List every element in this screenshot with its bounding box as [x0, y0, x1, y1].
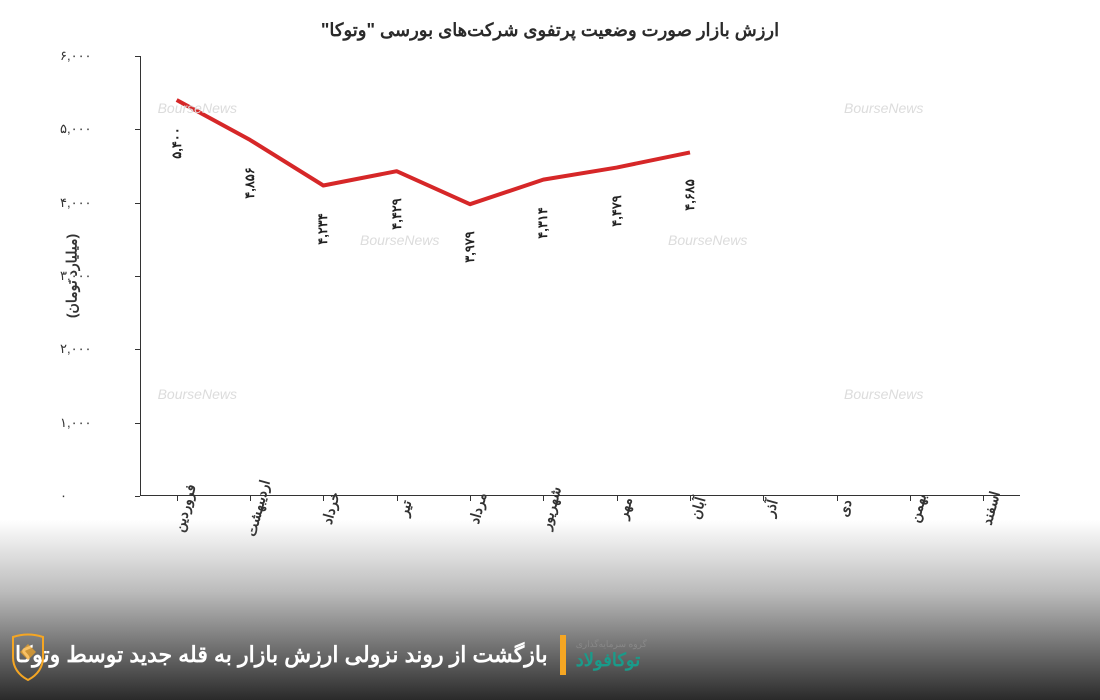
logo-top-text: گروه سرمایه‌گذاری [576, 639, 647, 650]
y-tick-label: ۶,۰۰۰ [60, 48, 130, 64]
y-axis: ۰۱,۰۰۰۲,۰۰۰۳,۰۰۰۴,۰۰۰۵,۰۰۰۶,۰۰۰ [60, 56, 135, 496]
data-point-label: ۴,۸۵۶ [242, 167, 258, 199]
y-tick-mark [135, 423, 140, 424]
data-point-label: ۵,۴۰۰ [169, 127, 185, 159]
logo-block: گروه سرمایه‌گذاری توکافولاد [576, 639, 647, 671]
y-tick-label: ۰ [60, 488, 130, 504]
watermark-text: BourseNews [360, 232, 439, 248]
data-point-label: ۳,۹۷۹ [462, 231, 478, 263]
y-tick-label: ۴,۰۰۰ [60, 195, 130, 211]
y-tick-label: ۵,۰۰۰ [60, 121, 130, 137]
data-point-label: ۴,۴۲۹ [389, 198, 405, 230]
x-axis-labels: فروردیناردیبهشتخردادتیرمردادشهریورمهرآبا… [140, 501, 1020, 576]
x-tick-label: آذر [761, 498, 782, 519]
watermark-text: BourseNews [844, 386, 923, 402]
caption-bar: گروه سرمایه‌گذاری توکافولاد بازگشت از رو… [0, 630, 1100, 680]
data-point-label: ۴,۲۳۴ [315, 213, 331, 245]
data-point-label: ۴,۴۷۹ [609, 195, 625, 227]
y-tick-label: ۲,۰۰۰ [60, 341, 130, 357]
chart-title: ارزش بازار صورت وضعیت پرتفوی شرکت‌های بو… [60, 20, 1040, 41]
x-tick-label: تیر [395, 498, 416, 518]
y-tick-label: ۱,۰۰۰ [60, 415, 130, 431]
watermark-text: BourseNews [668, 232, 747, 248]
caption-accent-bar [560, 635, 566, 675]
y-tick-mark [135, 203, 140, 204]
y-tick-mark [135, 496, 140, 497]
watermark-text: BourseNews [158, 100, 237, 116]
data-point-label: ۴,۳۱۴ [535, 207, 551, 239]
chart-area: (میلیارد تومان) ۰۱,۰۰۰۲,۰۰۰۳,۰۰۰۴,۰۰۰۵,۰… [60, 56, 1040, 496]
y-tick-mark [135, 129, 140, 130]
x-tick-label: دی [834, 498, 855, 519]
logo-main-text: توکافولاد [576, 650, 641, 671]
watermark-text: BourseNews [158, 386, 237, 402]
y-tick-mark [135, 276, 140, 277]
line-chart-svg [140, 56, 1020, 496]
caption-text: بازگشت از روند نزولی ارزش بازار به قله ج… [15, 642, 548, 668]
plot-region: ۵,۴۰۰ ۴,۸۵۶ ۴,۲۳۴ ۴,۴۲۹ ۳,۹۷۹ ۴,۳۱۴ ۴,۴۷۹ ۴,۶۸۵… [140, 56, 1020, 496]
data-point-label: ۴,۶۸۵ [682, 180, 698, 212]
chart-container: ارزش بازار صورت وضعیت پرتفوی شرکت‌های بو… [60, 20, 1040, 560]
y-tick-mark [135, 349, 140, 350]
side-logo-icon [8, 632, 48, 682]
y-tick-label: ۳,۰۰۰ [60, 268, 130, 284]
y-tick-mark [135, 56, 140, 57]
watermark-text: BourseNews [844, 100, 923, 116]
